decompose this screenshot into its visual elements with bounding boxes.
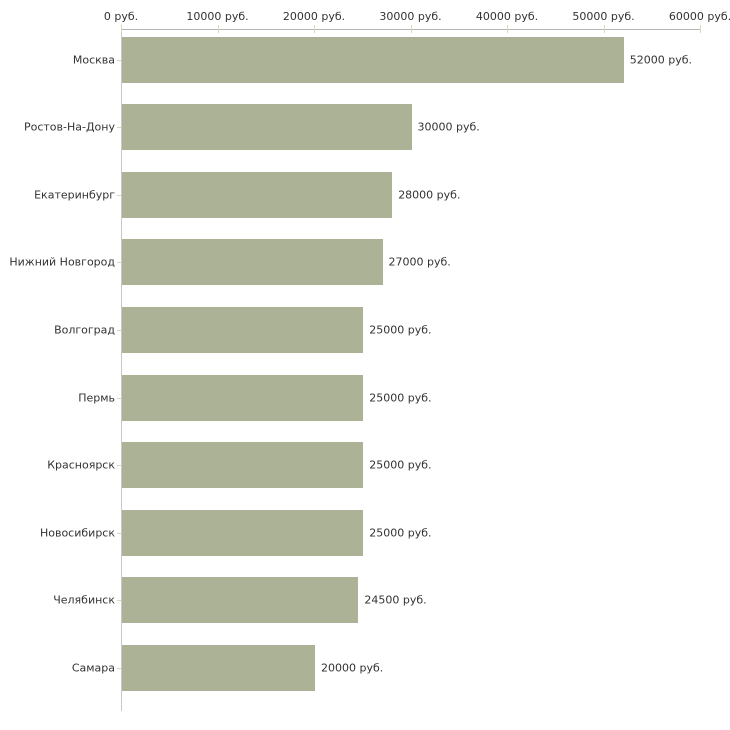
value-label: 24500 руб. bbox=[364, 593, 427, 607]
x-axis-tick bbox=[410, 25, 412, 33]
category-tick bbox=[117, 397, 121, 399]
value-label: 25000 руб. bbox=[369, 526, 432, 540]
bar[interactable] bbox=[122, 239, 383, 286]
value-label: 27000 руб. bbox=[388, 255, 451, 269]
x-axis-tick-label: 0 руб. bbox=[103, 10, 139, 23]
category-label: Екатеринбург bbox=[34, 188, 115, 202]
category-tick bbox=[117, 532, 121, 534]
x-axis-tick bbox=[507, 25, 508, 33]
x-axis-tick bbox=[314, 25, 315, 33]
value-label: 28000 руб. bbox=[398, 188, 461, 202]
value-label: 25000 руб. bbox=[369, 323, 432, 337]
category-label: Челябинск bbox=[53, 593, 115, 607]
bar[interactable] bbox=[122, 374, 364, 421]
category-tick bbox=[117, 465, 121, 467]
value-label: 30000 руб. bbox=[417, 120, 480, 134]
x-axis-tick-label: 30000 руб. bbox=[379, 10, 442, 23]
x-axis-tick-label: 50000 руб. bbox=[572, 10, 635, 23]
bar[interactable] bbox=[122, 306, 364, 353]
category-label: Самара bbox=[71, 661, 115, 675]
x-axis-tick bbox=[217, 25, 219, 33]
category-tick bbox=[117, 667, 121, 669]
x-axis-tick bbox=[121, 25, 122, 33]
y-axis-line bbox=[121, 29, 122, 711]
category-tick bbox=[117, 600, 121, 602]
bar[interactable] bbox=[122, 509, 364, 556]
category-label: Волгоград bbox=[54, 323, 115, 337]
value-label: 20000 руб. bbox=[321, 661, 384, 675]
x-axis-tick bbox=[603, 25, 605, 33]
category-label: Красноярск bbox=[47, 458, 115, 472]
category-label: Пермь bbox=[78, 391, 115, 404]
value-label: 25000 руб. bbox=[369, 391, 432, 404]
bar[interactable] bbox=[122, 171, 393, 218]
bar[interactable] bbox=[122, 577, 359, 624]
category-tick bbox=[117, 59, 121, 61]
x-axis-tick-label: 20000 руб. bbox=[282, 10, 346, 23]
category-label: Ростов-На-Дону bbox=[23, 120, 115, 134]
category-tick bbox=[117, 194, 121, 196]
category-tick bbox=[117, 262, 121, 264]
x-axis-tick-label: 60000 руб. bbox=[668, 10, 730, 23]
bar[interactable] bbox=[122, 442, 364, 489]
x-axis-tick-label: 40000 руб. bbox=[475, 10, 539, 23]
bar[interactable] bbox=[122, 644, 315, 691]
x-axis-tick bbox=[700, 25, 701, 33]
bar[interactable] bbox=[122, 36, 624, 83]
x-axis-tick-label: 10000 руб. bbox=[186, 10, 249, 23]
category-tick bbox=[117, 127, 121, 129]
value-label: 25000 руб. bbox=[369, 458, 432, 472]
category-label: Нижний Новгород bbox=[9, 255, 115, 269]
category-label: Новосибирск bbox=[39, 526, 115, 540]
value-label: 52000 руб. bbox=[629, 53, 693, 66]
category-tick bbox=[117, 329, 121, 331]
category-label: Москва bbox=[72, 53, 115, 66]
bar[interactable] bbox=[122, 104, 412, 151]
